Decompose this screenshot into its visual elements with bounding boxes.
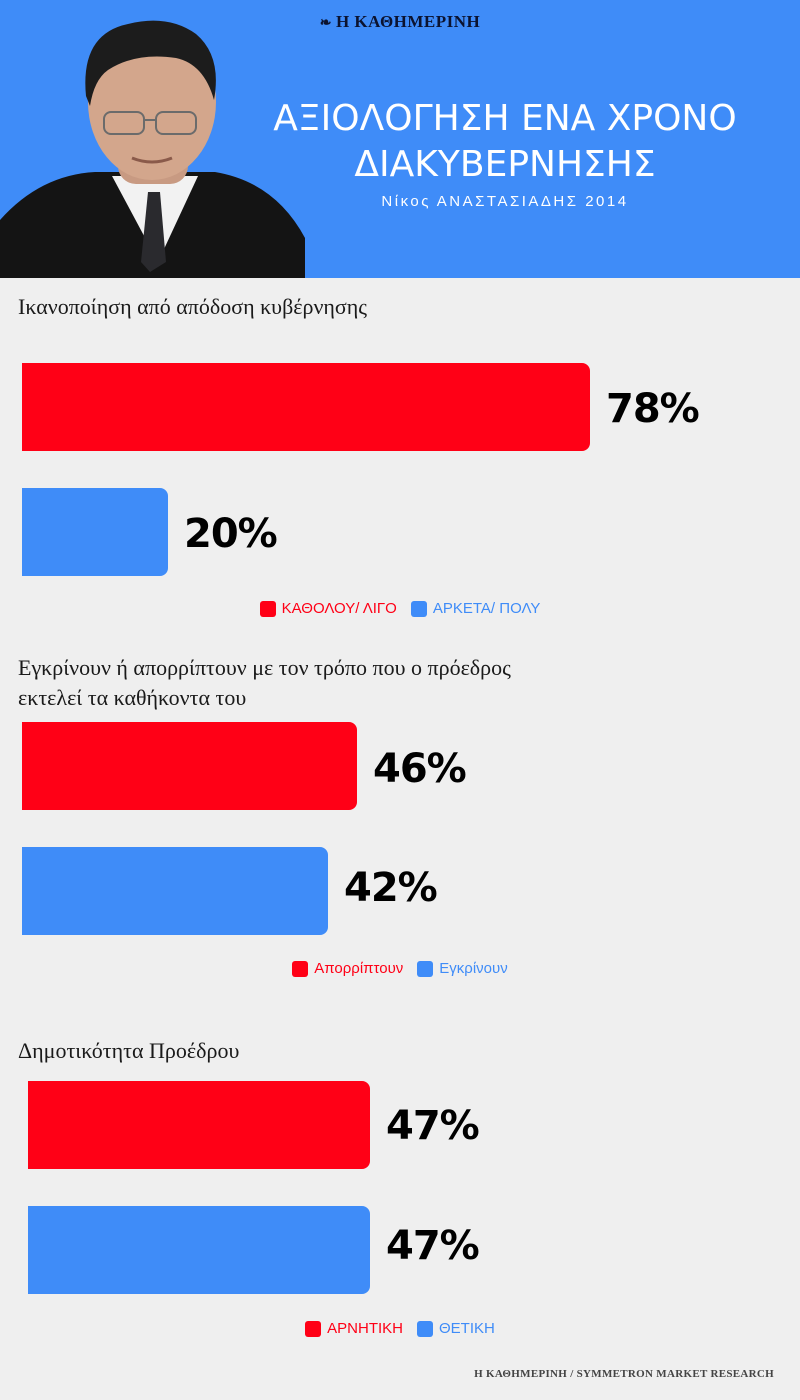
- legend-label: ΚΑΘΟΛΟΥ/ ΛΙΓΟ: [281, 600, 397, 617]
- bar-blue: [22, 847, 328, 935]
- page-subtitle: Νίκος ΑΝΑΣΤΑΣΙΑΔΗΣ 2014: [381, 193, 629, 210]
- bar-blue: [22, 488, 168, 576]
- bar-red: [22, 722, 357, 810]
- bar-red: [28, 1081, 370, 1169]
- source-credit: Η ΚΑΘΗΜΕΡΙΝΗ / SYMMETRON MARKET RESEARCH: [474, 1368, 774, 1380]
- bar-red: [22, 363, 590, 451]
- bar-blue: [28, 1206, 370, 1294]
- chart-title-1: Ικανοποίηση από απόδοση κυβέρνησης: [18, 292, 367, 322]
- masthead-text: Η ΚΑΘΗΜΕΡΙΝΗ: [335, 12, 481, 31]
- bar-value-label: 78%: [606, 386, 700, 432]
- legend-label: Απορρίπτουν: [314, 960, 404, 977]
- chart-title-line: εκτελεί τα καθήκοντα του: [18, 685, 247, 710]
- legend-swatch: [305, 1320, 322, 1337]
- chart-title-line: Ικανοποίηση από απόδοση κυβέρνησης: [18, 294, 368, 319]
- bar-value-label: 47%: [386, 1223, 480, 1269]
- legend-swatch: [410, 600, 427, 617]
- chart-legend-2: Απορρίπτουν Εγκρίνουν: [0, 960, 800, 977]
- bar-value-label: 20%: [184, 511, 278, 557]
- legend-item: Εγκρίνουν: [417, 960, 508, 977]
- legend-label: ΑΡΚΕΤΑ/ ΠΟΛΥ: [432, 600, 541, 617]
- chart-title-line: Εγκρίνουν ή απορρίπτουν με τον τρόπο που…: [18, 655, 511, 680]
- legend-label: ΘΕΤΙΚΗ: [439, 1320, 495, 1337]
- legend-item: ΑΡΝΗΤΙΚΗ: [305, 1320, 403, 1337]
- bar-value-label: 47%: [386, 1103, 480, 1149]
- chart-legend-3: ΑΡΝΗΤΙΚΗ ΘΕΤΙΚΗ: [0, 1320, 800, 1337]
- legend-swatch: [292, 960, 309, 977]
- chart-legend-1: ΚΑΘΟΛΟΥ/ ΛΙΓΟ ΑΡΚΕΤΑ/ ΠΟΛΥ: [0, 600, 800, 617]
- legend-swatch: [417, 960, 434, 977]
- page-title: ΑΞΙΟΛΟΓΗΣΗ ΕΝΑ ΧΡΟΝΟ ΔΙΑΚΥΒΕΡΝΗΣΗΣ: [250, 96, 760, 188]
- chart-title-line: Δημοτικότητα Προέδρου: [18, 1038, 240, 1063]
- legend-swatch: [417, 1320, 433, 1337]
- legend-label: Εγκρίνουν: [439, 960, 508, 977]
- masthead-logo: ❧ Η ΚΑΘΗΜΕΡΙΝΗ: [0, 12, 800, 32]
- portrait-image: [0, 0, 310, 278]
- legend-item: Απορρίπτουν: [292, 960, 403, 977]
- chart-title-3: Δημοτικότητα Προέδρου: [18, 1036, 239, 1066]
- bar-value-label: 46%: [373, 746, 467, 792]
- legend-item: ΘΕΤΙΚΗ: [417, 1320, 495, 1337]
- bar-value-label: 42%: [344, 865, 438, 911]
- header-banner: ❧ Η ΚΑΘΗΜΕΡΙΝΗ ΑΞΙΟΛΟΓΗΣΗ ΕΝΑ ΧΡΟΝΟ ΔΙΑΚΥ…: [0, 0, 800, 278]
- legend-item: ΑΡΚΕΤΑ/ ΠΟΛΥ: [410, 600, 541, 617]
- chart-title-2: Εγκρίνουν ή απορρίπτουν με τον τρόπο που…: [18, 653, 511, 713]
- legend-label: ΑΡΝΗΤΙΚΗ: [327, 1320, 403, 1337]
- legend-swatch: [259, 600, 276, 617]
- title-line-1: ΑΞΙΟΛΟΓΗΣΗ ΕΝΑ ΧΡΟΝΟ: [273, 98, 737, 139]
- legend-item: ΚΑΘΟΛΟΥ/ ΛΙΓΟ: [259, 600, 397, 617]
- bird-icon: ❧: [319, 16, 332, 31]
- title-line-2: ΔΙΑΚΥΒΕΡΝΗΣΗΣ: [354, 144, 656, 185]
